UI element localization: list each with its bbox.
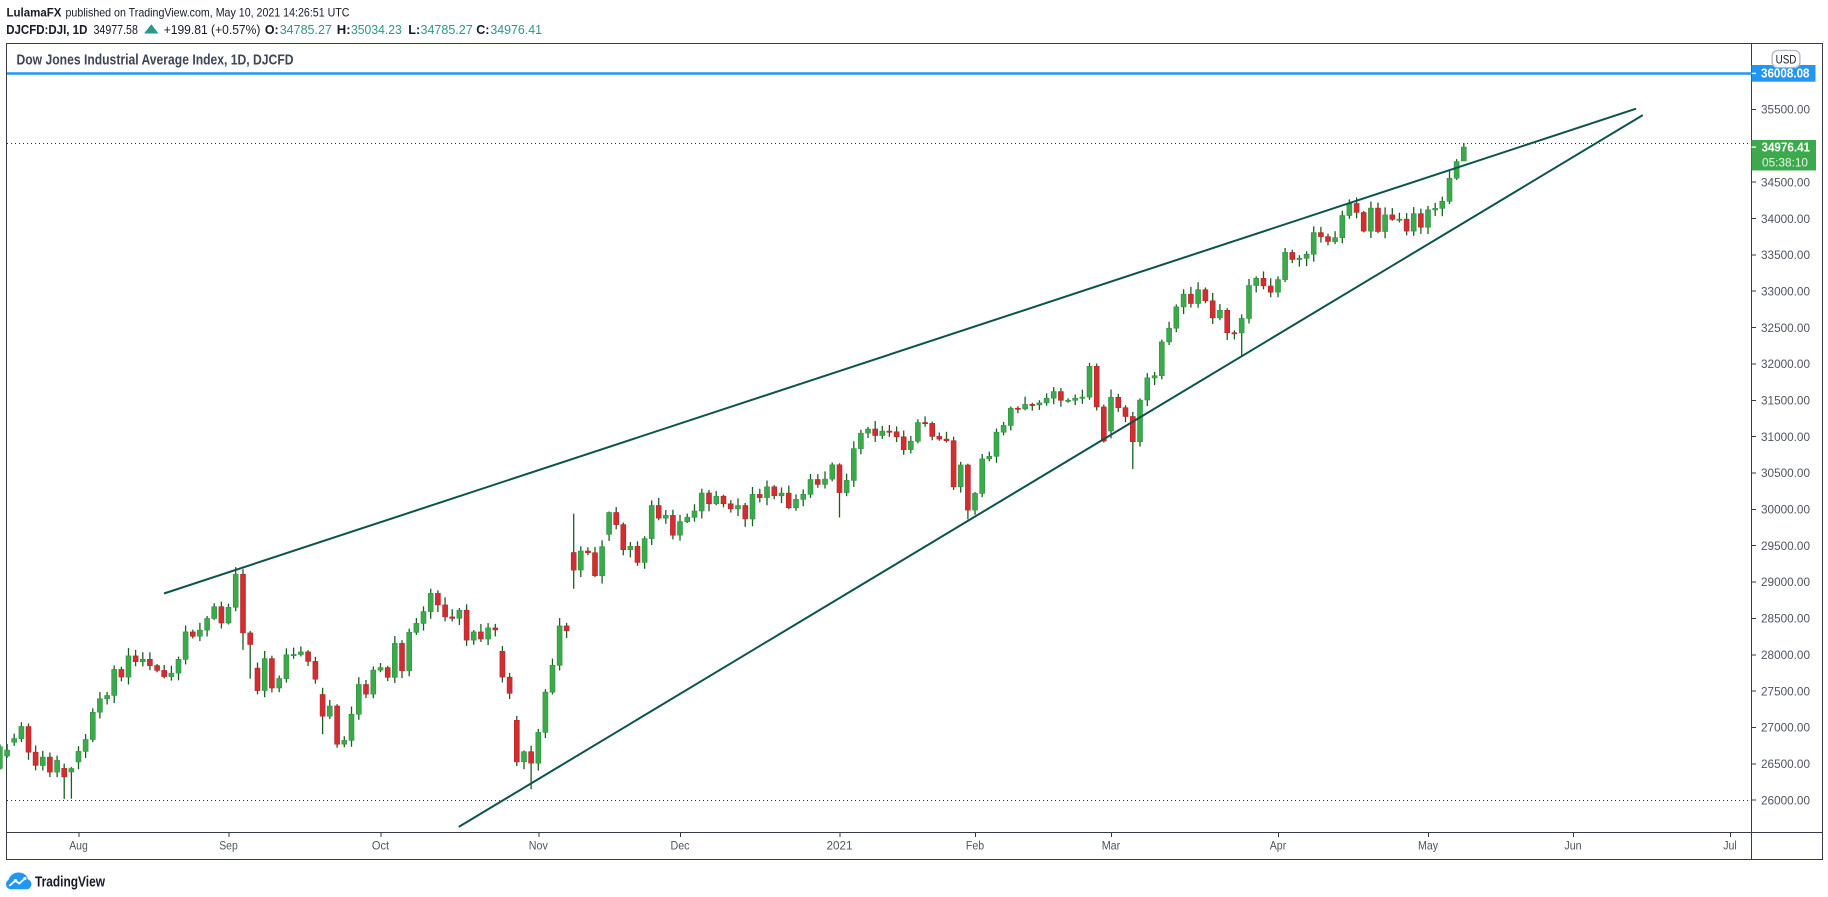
- svg-text:C:: C:: [476, 22, 489, 37]
- svg-text:34976.41: 34976.41: [1762, 141, 1811, 155]
- svg-text:32000.00: 32000.00: [1761, 357, 1810, 371]
- svg-text:29500.00: 29500.00: [1761, 539, 1810, 553]
- svg-text:34976.41: 34976.41: [490, 22, 542, 37]
- svg-text:26500.00: 26500.00: [1761, 757, 1810, 771]
- svg-text:28500.00: 28500.00: [1761, 612, 1810, 626]
- svg-text:35034.23: 35034.23: [351, 22, 402, 37]
- svg-text:USD: USD: [1776, 53, 1797, 66]
- svg-text:H:: H:: [337, 22, 351, 37]
- svg-text:34500.00: 34500.00: [1761, 175, 1810, 189]
- svg-text:TradingView: TradingView: [35, 875, 106, 891]
- svg-text:+199.81 (+0.57%): +199.81 (+0.57%): [164, 22, 261, 37]
- svg-text:36008.08: 36008.08: [1761, 67, 1810, 81]
- svg-text:Oct: Oct: [372, 839, 390, 853]
- svg-text:26000.00: 26000.00: [1761, 793, 1810, 807]
- svg-text:34785.27: 34785.27: [421, 22, 473, 37]
- svg-text:31500.00: 31500.00: [1761, 394, 1810, 408]
- svg-text:Mar: Mar: [1102, 839, 1121, 853]
- svg-text:2021: 2021: [827, 839, 853, 853]
- svg-text:33000.00: 33000.00: [1761, 284, 1810, 298]
- svg-text:Dow Jones Industrial Average I: Dow Jones Industrial Average Index, 1D, …: [17, 52, 294, 69]
- svg-text:Aug: Aug: [69, 839, 88, 853]
- svg-text:33500.00: 33500.00: [1761, 248, 1810, 262]
- svg-text:28000.00: 28000.00: [1761, 648, 1810, 662]
- svg-text:34977.58: 34977.58: [94, 22, 138, 37]
- svg-text:27500.00: 27500.00: [1761, 684, 1810, 698]
- svg-text:05:38:10: 05:38:10: [1762, 155, 1808, 169]
- svg-text:27000.00: 27000.00: [1761, 721, 1810, 735]
- svg-text:Jun: Jun: [1564, 839, 1581, 853]
- svg-text:30500.00: 30500.00: [1761, 466, 1810, 480]
- svg-text:DJCFD:DJI, 1D: DJCFD:DJI, 1D: [6, 22, 87, 37]
- svg-text:32500.00: 32500.00: [1761, 321, 1810, 335]
- svg-text:Feb: Feb: [966, 839, 984, 853]
- svg-text:34000.00: 34000.00: [1761, 212, 1810, 226]
- svg-text:31000.00: 31000.00: [1761, 430, 1810, 444]
- svg-text:O:: O:: [265, 22, 279, 37]
- svg-text:Sep: Sep: [219, 839, 238, 853]
- svg-text:L:: L:: [408, 22, 420, 37]
- svg-text:Apr: Apr: [1270, 839, 1287, 853]
- svg-text:published on TradingView.com,: published on TradingView.com, May 10, 20…: [66, 5, 350, 19]
- svg-text:LulamaFX: LulamaFX: [7, 5, 62, 19]
- svg-text:30000.00: 30000.00: [1761, 503, 1810, 517]
- svg-text:35500.00: 35500.00: [1761, 103, 1810, 117]
- svg-text:Jul: Jul: [1723, 839, 1737, 853]
- svg-text:Nov: Nov: [529, 839, 549, 853]
- svg-text:May: May: [1418, 839, 1439, 853]
- svg-text:29000.00: 29000.00: [1761, 575, 1810, 589]
- svg-text:Dec: Dec: [671, 839, 690, 853]
- svg-text:34785.27: 34785.27: [280, 22, 332, 37]
